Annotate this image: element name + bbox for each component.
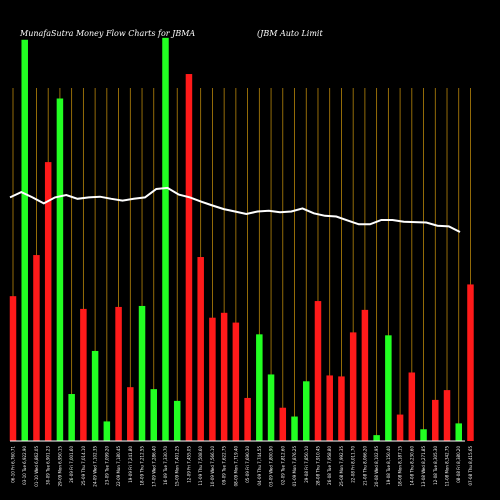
- x-tick-label: 29-09 Mon 6,950.15: [57, 446, 62, 487]
- bar-up: [385, 335, 392, 441]
- x-tick-label: 23-09 Tue 7,099.20: [104, 446, 109, 485]
- bar-down: [443, 390, 451, 441]
- volume-bars: [9, 37, 474, 442]
- x-tick-label: 12-09 Fri 7,455.05: [186, 446, 191, 483]
- x-tick-label: 03-10 Tue 6,922.90: [22, 446, 27, 485]
- x-tick-label: 02-09 Tue 7,812.60: [280, 446, 285, 485]
- x-tick-label: 01-09 Mon 7,876.25: [292, 446, 297, 487]
- x-tick-label: 05-09 Fri 7,690.30: [245, 446, 250, 483]
- bar-down: [467, 284, 474, 441]
- bar-down: [115, 306, 122, 441]
- x-tick-label: 17-09 Wed 7,286.40: [151, 446, 156, 487]
- x-tick-label: 08-08 Fri 8,380.20: [456, 446, 461, 483]
- bar-down: [33, 255, 40, 441]
- x-tick-label: 16-09 Tue 7,330.70: [163, 446, 168, 485]
- x-tick-label: 13-08 Wed 8,271.85: [421, 446, 426, 487]
- chart-title-right: (JBM Auto Limit: [257, 29, 323, 38]
- x-tick-label: 25-08 Mon 7,992.35: [339, 446, 344, 487]
- bar-up: [303, 381, 310, 441]
- x-tick-label: 12-08 Tue 8,305.30: [433, 446, 438, 485]
- bar-down: [432, 399, 439, 441]
- bar-down: [396, 414, 404, 441]
- x-tick-label: 04-09 Thu 7,744.55: [257, 446, 262, 486]
- price-line: [9, 186, 461, 233]
- x-tick-label: 11-09 Thu 7,508.60: [198, 446, 203, 486]
- bar-down: [361, 309, 369, 441]
- bar-up: [291, 416, 298, 441]
- bar-down: [44, 162, 52, 441]
- bar-up: [162, 37, 169, 441]
- bar-down: [314, 301, 322, 441]
- x-tick-label: 22-08 Fri 8,011.70: [351, 446, 356, 483]
- x-tick-label: 26-08 Tue 7,958.80: [327, 446, 332, 485]
- bar-down: [9, 296, 17, 441]
- bar-down: [326, 375, 333, 441]
- x-tick-label: 21-08 Thu 8,066.20: [362, 446, 367, 486]
- bar-up: [68, 394, 75, 441]
- x-tick-label: 01-10 Wed 6,862.05: [34, 446, 39, 487]
- bar-up: [103, 421, 111, 441]
- bar-up: [150, 389, 158, 441]
- bar-up: [91, 350, 99, 441]
- x-tick-label: 22-09 Mon 7,180.45: [116, 446, 121, 487]
- bar-down: [209, 317, 216, 441]
- bar-down: [244, 397, 251, 441]
- bar-up: [56, 98, 64, 441]
- x-tick-label: 19-08 Tue 8,150.40: [386, 446, 391, 485]
- x-tick-label: 07-08 Thu 8,415.65: [468, 446, 473, 486]
- x-tick-label: 24-09 Wed 7,102.35: [93, 446, 98, 487]
- x-tick-label: 30-09 Tue 6,901.23: [46, 446, 51, 485]
- bar-down: [80, 308, 87, 441]
- bar-down: [185, 74, 193, 442]
- bar-down: [232, 322, 240, 441]
- bar-up: [256, 334, 263, 441]
- bar-up: [173, 400, 181, 441]
- x-tick-label: 25-09 Thu 7,014.10: [81, 446, 86, 486]
- bar-down: [279, 407, 287, 441]
- x-tick-label: 09-09 Tue 7,622.75: [222, 446, 227, 485]
- bar-down: [408, 372, 416, 441]
- x-tick-label: 18-09 Thu 7,212.55: [140, 446, 145, 486]
- x-tick-label: 10-09 Wed 7,566.10: [210, 446, 215, 487]
- chart-title-left: MunafaSutra Money Flow Charts for JBMA: [19, 29, 195, 38]
- bar-up: [138, 305, 146, 441]
- x-tick-label: 20-08 Wed 8,102.95: [374, 446, 379, 487]
- bar-down: [197, 257, 204, 441]
- x-tick-label: 26-09 Fri 7,001.60: [69, 446, 74, 483]
- bar-up: [373, 435, 380, 441]
- bar-down: [220, 312, 228, 441]
- bar-up: [21, 39, 28, 442]
- x-tick-label: 15-09 Mon 7,401.25: [175, 446, 180, 487]
- bar-up: [267, 374, 275, 441]
- bar-down: [349, 332, 357, 441]
- x-tick-label: 11-08 Mon 8,342.75: [445, 446, 450, 487]
- x-tick-label: 18-08 Mon 8,187.15: [398, 446, 403, 487]
- x-tick-label: 03-09 Wed 7,800.90: [269, 446, 274, 487]
- bar-up: [455, 423, 462, 441]
- x-tick-label: 06-10 Fri 6,760.71: [11, 446, 16, 483]
- x-tick-label: 19-09 Fri 7,241.80: [128, 446, 133, 483]
- x-tick-label: 29-08 Fri 7,850.10: [304, 446, 309, 483]
- x-tick-labels: 06-10 Fri 6,760.71 03-10 Tue 6,922.90 01-1…: [11, 446, 473, 487]
- bar-up: [420, 429, 427, 441]
- bar-down: [127, 387, 134, 441]
- x-tick-label: 08-09 Mon 7,719.40: [233, 446, 238, 487]
- bar-down: [338, 376, 345, 441]
- x-tick-label: 14-08 Thu 8,230.60: [409, 446, 414, 486]
- x-tick-label: 28-08 Thu 7,910.45: [315, 446, 320, 486]
